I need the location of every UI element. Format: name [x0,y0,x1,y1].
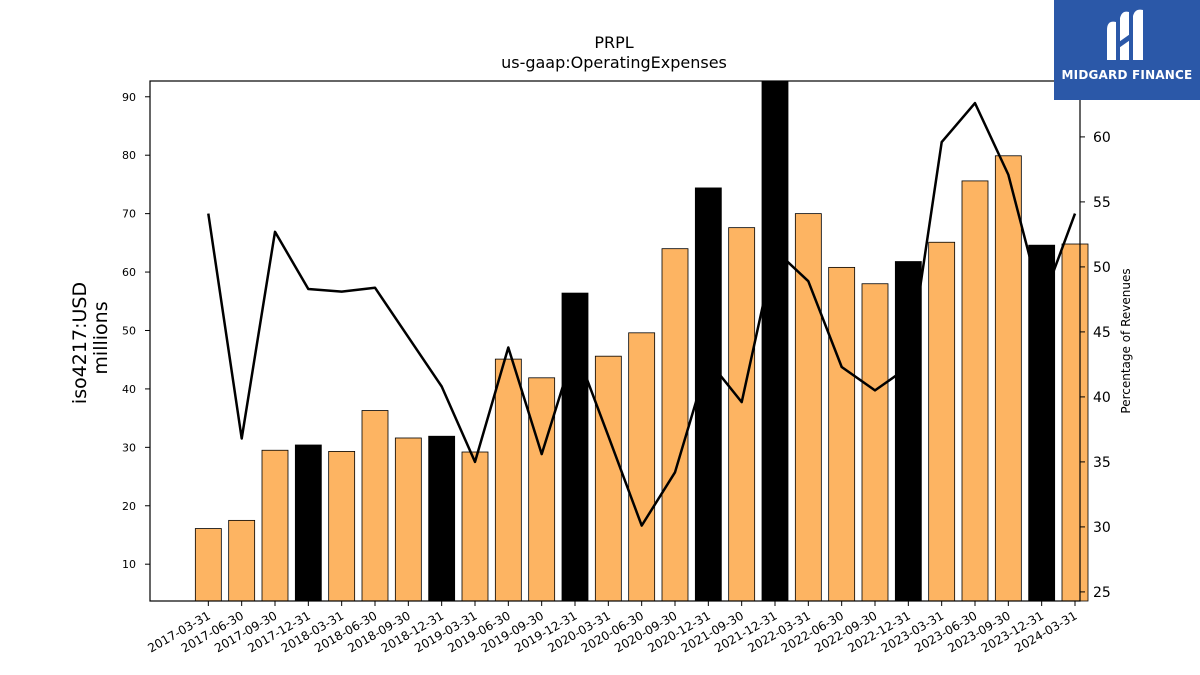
y2-tick-label: 50 [1093,260,1111,276]
y-tick-label: 70 [122,208,136,221]
line-layer [207,101,1077,527]
bar-2017-06-30 [228,519,256,602]
bar-2018-03-31 [328,451,356,602]
y2-tick-label: 55 [1093,195,1111,211]
bar-2017-03-31 [194,528,222,602]
bar-2018-06-30 [361,410,389,602]
bar-2022-03-31 [794,213,822,602]
bar-2018-12-31 [428,435,456,602]
bar-2019-12-31 [561,292,589,602]
y-tick-label: 90 [122,91,136,104]
bar-2023-09-30 [994,155,1022,602]
y-tick-label: 40 [122,383,136,396]
chart-title: PRPL [594,33,633,52]
y-tick-label: 60 [122,266,136,279]
bar-2020-12-31 [694,187,722,602]
bar-2022-09-30 [861,283,889,602]
logo-mark-icon [1107,9,1143,61]
y-axis-label-unit: millions [90,301,112,374]
percentage-line [207,101,1077,527]
bar-2020-06-30 [628,332,656,602]
y-tick-label: 10 [122,558,136,571]
bar-2022-06-30 [828,266,856,602]
y-tick-label: 80 [122,149,136,162]
bars-layer [194,80,1089,602]
bar-2022-12-31 [894,261,922,602]
plot-frame [149,80,1081,602]
midgard-finance-logo: MIDGARD FINANCE [1054,0,1200,100]
bar-2023-06-30 [961,180,989,602]
y-axis-label: iso4217:USD [69,282,91,404]
y2-tick-label: 60 [1093,130,1111,146]
y2-axis-label: Percentage of Revenues [1119,268,1133,413]
bar-2021-09-30 [728,227,756,602]
y-tick-label: 50 [122,324,136,337]
y2-tick-label: 25 [1093,585,1111,601]
y2-tick-label: 35 [1093,455,1111,471]
bar-2021-12-31 [761,80,789,602]
bar-2020-09-30 [661,248,689,602]
y-tick-label: 30 [122,441,136,454]
bar-2019-06-30 [494,358,522,602]
bar-2023-03-31 [928,241,956,602]
bar-2024-03-31 [1061,243,1089,602]
logo-text: MIDGARD FINANCE [1061,68,1193,82]
bar-2017-09-30 [261,449,289,602]
y-tick-label: 20 [122,500,136,513]
chart-subtitle: us-gaap:OperatingExpenses [501,53,727,72]
y2-tick-label: 40 [1093,390,1111,406]
bar-2019-09-30 [528,377,556,602]
y2-tick-label: 45 [1093,325,1111,341]
bar-2018-09-30 [394,437,422,602]
bar-2019-03-31 [461,451,489,602]
y2-tick-label: 30 [1093,520,1111,536]
bar-2020-03-31 [594,355,622,602]
bar-2017-12-31 [294,444,322,602]
